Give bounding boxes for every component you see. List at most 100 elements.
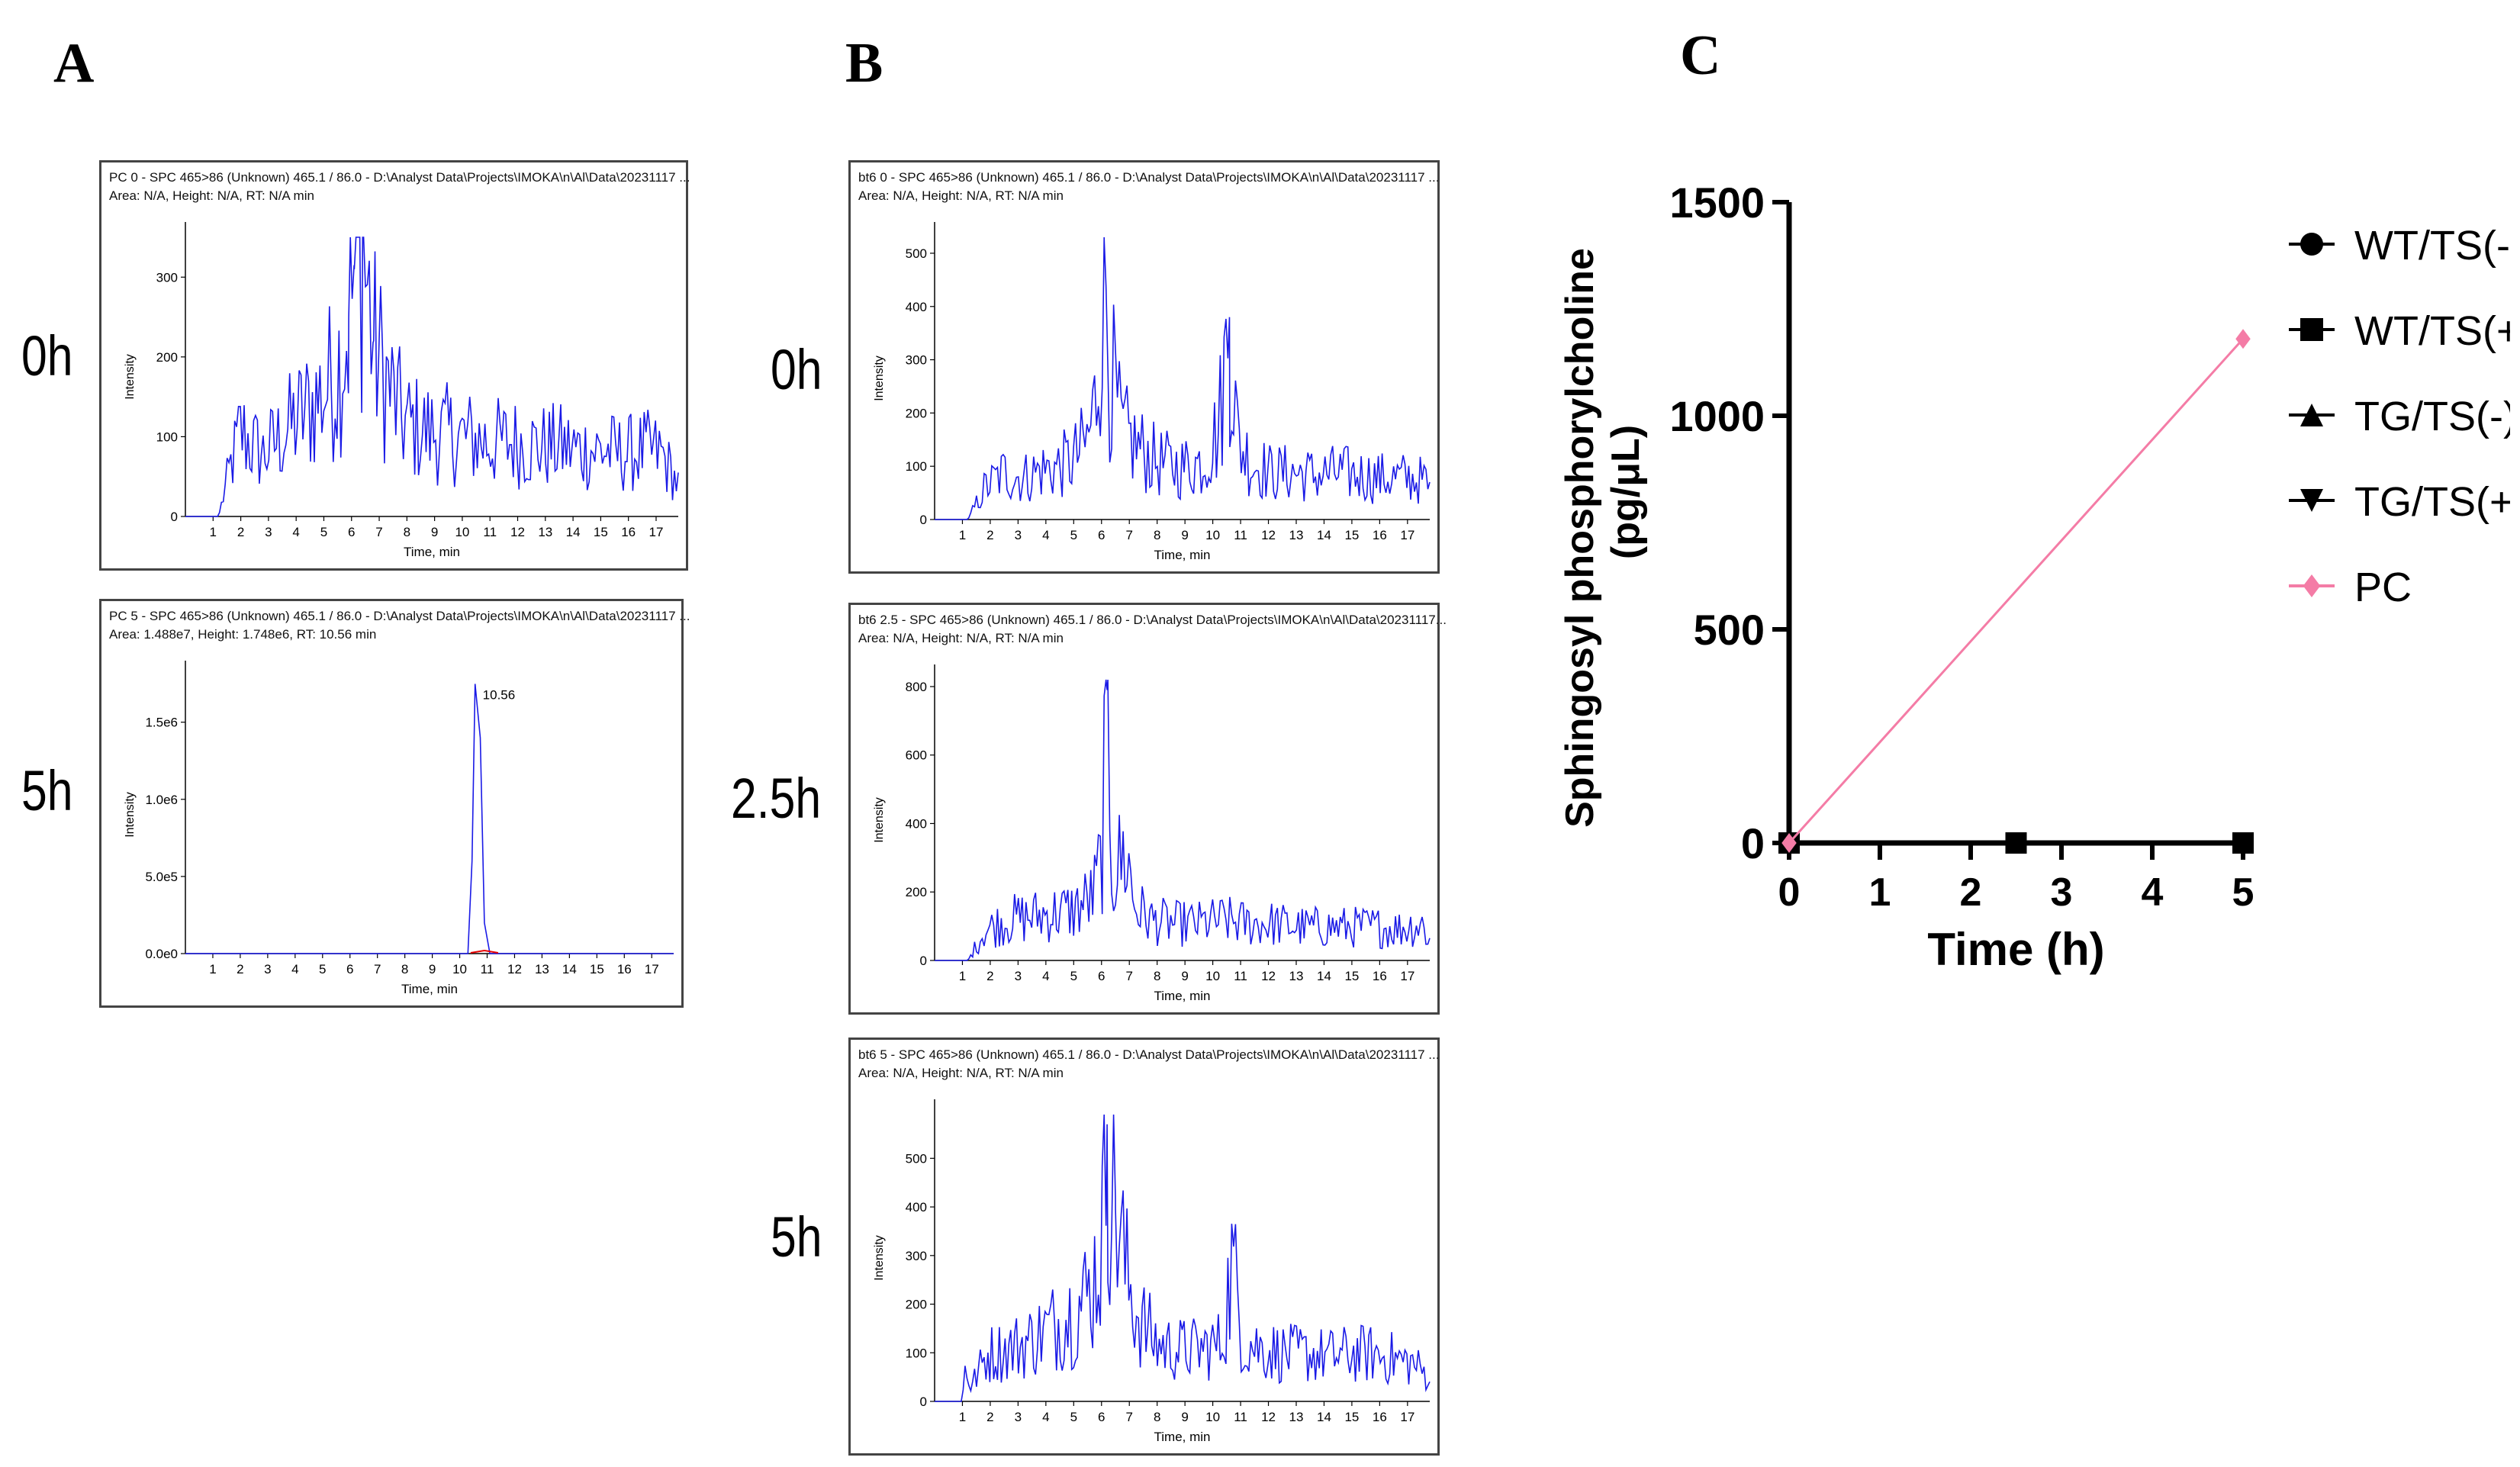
chromatogram-header: PC 0 - SPC 465>86 (Unknown) 465.1 / 86.0…: [109, 169, 690, 205]
x-tick-label: 16: [621, 525, 636, 539]
time-label-a-5h: 5h: [21, 759, 73, 822]
header-line-1: bt6 5 - SPC 465>86 (Unknown) 465.1 / 86.…: [858, 1047, 1440, 1062]
y-tick-label: 200: [906, 885, 927, 899]
y-tick-label: 300: [906, 1249, 927, 1263]
x-tick-label: 1: [959, 969, 966, 983]
c-legend-label: TG/TS(+): [2354, 479, 2510, 525]
y-tick-label: 400: [906, 300, 927, 314]
c-legend-marker: [2300, 404, 2323, 426]
x-tick-label: 16: [1373, 528, 1387, 542]
c-y-tick-label: 1500: [1669, 179, 1765, 227]
y-tick-label: 0.0e0: [145, 947, 178, 961]
x-tick-label: 5: [1070, 1410, 1077, 1424]
x-tick-label: 9: [429, 962, 436, 976]
y-tick-label: 1.5e6: [145, 716, 178, 730]
c-x-tick-label: 4: [2142, 870, 2164, 915]
header-line-2: Area: 1.488e7, Height: 1.748e6, RT: 10.5…: [109, 627, 377, 642]
c-legend-marker: [2300, 318, 2323, 341]
x-tick-label: 6: [1098, 528, 1105, 542]
x-tick-label: 12: [1261, 528, 1276, 542]
time-label-b-0h: 0h: [771, 338, 822, 401]
y-tick-label: 400: [906, 1200, 927, 1214]
x-tick-label: 11: [481, 962, 494, 976]
x-tick-label: 2: [986, 1410, 993, 1424]
c-x-tick-label: 0: [1778, 870, 1801, 915]
panel-letter-a: A: [53, 32, 95, 95]
x-tick-label: 14: [1317, 969, 1331, 983]
x-tick-label: 3: [1015, 528, 1022, 542]
x-axis-label: Time, min: [1154, 548, 1211, 562]
x-tick-label: 5: [320, 525, 327, 539]
x-axis-label: Time, min: [1154, 989, 1211, 1003]
x-tick-label: 6: [346, 962, 353, 976]
y-tick-label: 800: [906, 680, 927, 694]
x-tick-label: 3: [265, 525, 272, 539]
x-tick-label: 10: [455, 525, 469, 539]
x-tick-label: 12: [1261, 969, 1276, 983]
y-tick-label: 1.0e6: [145, 793, 178, 807]
x-tick-label: 8: [1154, 1410, 1160, 1424]
c-y-tick-label: 1000: [1669, 392, 1765, 440]
x-tick-label: 5: [1070, 969, 1077, 983]
c-legend-marker: [2300, 233, 2323, 256]
x-tick-label: 17: [1400, 969, 1414, 983]
x-tick-label: 4: [1042, 1410, 1049, 1424]
header-line-1: bt6 0 - SPC 465>86 (Unknown) 465.1 / 86.…: [858, 170, 1440, 185]
y-tick-label: 5.0e5: [145, 870, 178, 884]
x-tick-label: 8: [401, 962, 408, 976]
x-tick-label: 4: [1042, 528, 1049, 542]
x-tick-label: 10: [1205, 969, 1220, 983]
chromatogram-a-5h: PC 5 - SPC 465>86 (Unknown) 465.1 / 86.0…: [99, 599, 690, 1008]
x-tick-label: 8: [1154, 969, 1160, 983]
x-tick-label: 14: [562, 962, 577, 976]
chromatogram-header: bt6 5 - SPC 465>86 (Unknown) 465.1 / 86.…: [858, 1046, 1439, 1083]
x-tick-label: 13: [1289, 969, 1304, 983]
x-tick-label: 4: [292, 525, 299, 539]
x-tick-label: 9: [431, 525, 438, 539]
chromatogram-b-2.5h: bt6 2.5 - SPC 465>86 (Unknown) 465.1 / 8…: [848, 603, 1447, 1015]
x-tick-label: 17: [649, 525, 664, 539]
x-tick-label: 16: [1373, 1410, 1387, 1424]
x-tick-label: 13: [535, 962, 549, 976]
x-tick-label: 8: [404, 525, 410, 539]
x-tick-label: 9: [1181, 1410, 1188, 1424]
x-tick-label: 16: [617, 962, 632, 976]
header-line-2: Area: N/A, Height: N/A, RT: N/A min: [109, 188, 314, 203]
chart-c: 0 500 1000 1500 0 1 2 3 4 5 Time (h) Sphingosyl pho…: [1558, 179, 2510, 975]
x-tick-label: 7: [375, 525, 382, 539]
time-label-b-5h: 5h: [771, 1205, 822, 1269]
x-tick-label: 12: [510, 525, 525, 539]
x-tick-label: 7: [1125, 969, 1132, 983]
c-legend-label: PC: [2354, 565, 2412, 610]
x-tick-label: 1: [959, 528, 966, 542]
x-axis-label: Time, min: [401, 982, 458, 996]
y-tick-label: 200: [906, 1298, 927, 1312]
x-tick-label: 17: [645, 962, 659, 976]
x-tick-label: 2: [986, 969, 993, 983]
x-tick-label: 14: [1317, 528, 1331, 542]
x-tick-label: 15: [1344, 969, 1359, 983]
y-tick-label: 0: [171, 510, 178, 524]
x-tick-label: 13: [1289, 1410, 1304, 1424]
time-label-a-0h: 0h: [21, 324, 73, 388]
chromatogram-b-0h: bt6 0 - SPC 465>86 (Unknown) 465.1 / 86.…: [848, 160, 1440, 574]
panel-letter-b: B: [845, 32, 883, 95]
x-tick-label: 1: [210, 525, 217, 539]
c-x-tick-label: 3: [2051, 870, 2073, 915]
header-line-1: bt6 2.5 - SPC 465>86 (Unknown) 465.1 / 8…: [858, 613, 1447, 627]
x-tick-label: 15: [590, 962, 604, 976]
y-tick-label: 300: [156, 270, 178, 285]
y-tick-label: 0: [920, 954, 927, 968]
x-tick-label: 11: [1234, 1410, 1247, 1424]
y-tick-label: 100: [906, 1346, 927, 1360]
x-tick-label: 6: [348, 525, 355, 539]
y-axis-label: Intensity: [873, 797, 886, 843]
x-tick-label: 12: [507, 962, 522, 976]
c-y-tick-label: 500: [1694, 606, 1765, 654]
y-axis-label: Intensity: [873, 355, 886, 401]
x-tick-label: 7: [1125, 1410, 1132, 1424]
header-line-1: PC 0 - SPC 465>86 (Unknown) 465.1 / 86.0…: [109, 170, 690, 185]
x-tick-label: 12: [1261, 1410, 1276, 1424]
y-tick-label: 200: [906, 406, 927, 420]
